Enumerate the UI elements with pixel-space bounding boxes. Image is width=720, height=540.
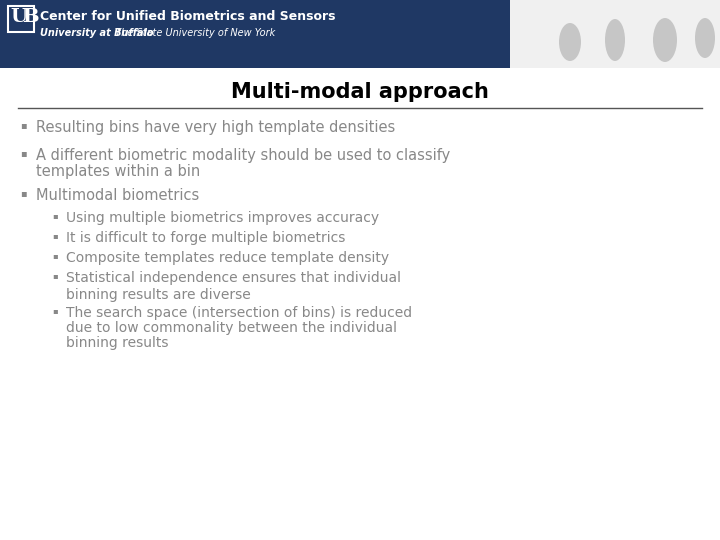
Text: Center for Unified Biometrics and Sensors: Center for Unified Biometrics and Sensor… [40,10,336,23]
Text: ▪: ▪ [52,231,58,240]
Text: University at Buffalo: University at Buffalo [40,28,154,38]
Text: B: B [22,8,39,26]
Text: Statistical independence ensures that individual: Statistical independence ensures that in… [66,271,401,285]
Ellipse shape [653,18,677,62]
Text: ▪: ▪ [20,188,27,198]
Text: templates within a bin: templates within a bin [36,164,200,179]
Text: Multi-modal approach: Multi-modal approach [231,82,489,102]
Text: Using multiple biometrics improves accuracy: Using multiple biometrics improves accur… [66,211,379,225]
Text: binning results are diverse: binning results are diverse [66,288,251,302]
Bar [0,0,510,68]
Bar [510,0,720,68]
Text: Multimodal biometrics: Multimodal biometrics [36,188,199,203]
Text: ▪: ▪ [52,251,58,260]
Text: It is difficult to forge multiple biometrics: It is difficult to forge multiple biomet… [66,231,346,245]
Text: ▪: ▪ [52,271,58,280]
Text: The State University of New York: The State University of New York [112,28,275,38]
Text: ▪: ▪ [52,211,58,220]
Text: The search space (intersection of bins) is reduced: The search space (intersection of bins) … [66,306,412,320]
Text: binning results: binning results [66,336,168,350]
Ellipse shape [605,19,625,61]
Text: ▪: ▪ [20,120,27,130]
Text: Resulting bins have very high template densities: Resulting bins have very high template d… [36,120,395,135]
Text: ▪: ▪ [20,148,27,158]
Text: Composite templates reduce template density: Composite templates reduce template dens… [66,251,389,265]
Ellipse shape [559,23,581,61]
Text: A different biometric modality should be used to classify: A different biometric modality should be… [36,148,450,163]
Text: ▪: ▪ [52,306,58,315]
Ellipse shape [695,18,715,58]
Text: due to low commonality between the individual: due to low commonality between the indiv… [66,321,397,335]
Text: U: U [10,8,27,26]
